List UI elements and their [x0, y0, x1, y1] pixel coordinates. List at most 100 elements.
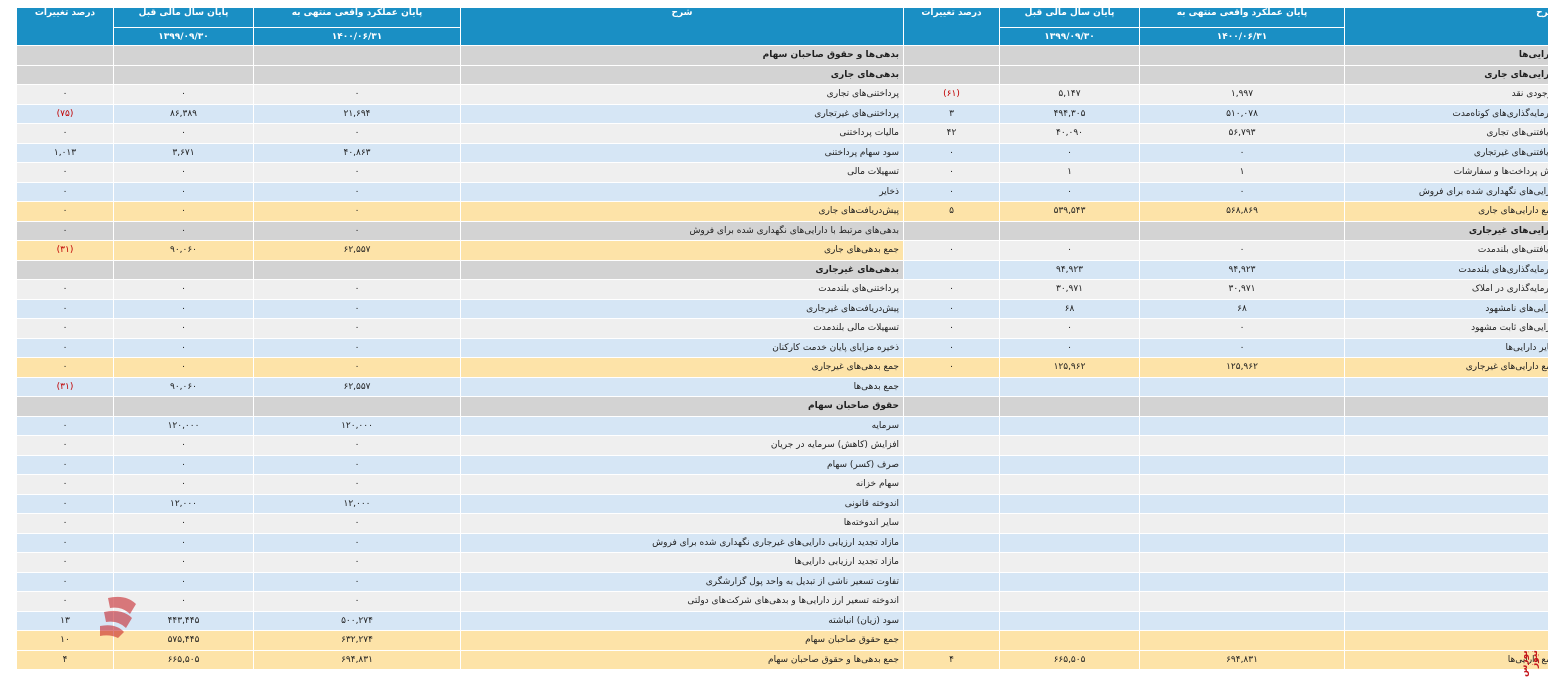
asset-actual-cell	[1139, 552, 1345, 573]
liability-desc-cell: مازاد تجدید ارزیابی دارایی‌ها	[460, 552, 904, 573]
asset-prev-cell	[999, 493, 1140, 514]
liability-actual-cell: ۰	[253, 552, 461, 573]
asset-actual-cell	[1139, 220, 1345, 241]
asset-desc-cell: سرمایه‌گذاری‌های کوتاه‌مدت	[1344, 103, 1548, 124]
asset-actual-cell	[1139, 513, 1345, 534]
asset-change-cell: ۰	[903, 279, 1000, 300]
liability-actual-cell: ۵۰۰,۲۷۴	[253, 610, 461, 631]
asset-change-cell	[903, 532, 1000, 553]
table-row: پیش پرداخت‌ها و سفارشات ۱ ۱ ۰ تسهیلات مالی ۰ ۰…	[16, 162, 1548, 183]
assets-actual-date: ۱۴۰۰/۰۶/۳۱	[1139, 27, 1345, 46]
asset-desc-cell	[1344, 454, 1548, 475]
liability-change-cell: ۴	[16, 649, 114, 670]
asset-prev-cell: ۳۰,۹۷۱	[999, 279, 1140, 300]
asset-prev-cell	[999, 415, 1140, 436]
liabilities-actual-date: ۱۴۰۰/۰۶/۳۱	[253, 27, 461, 46]
asset-change-cell	[903, 552, 1000, 573]
asset-change-cell	[903, 513, 1000, 534]
liability-prev-cell: ۳,۶۷۱	[113, 142, 254, 163]
table-row: افزایش (کاهش) سرمایه در جریان ۰ ۰ ۰	[16, 435, 1548, 456]
asset-desc-cell	[1344, 396, 1548, 417]
liability-prev-cell: ۰	[113, 220, 254, 241]
asset-change-cell	[903, 571, 1000, 592]
liability-desc-cell: جمع بدهی‌های جاری	[460, 240, 904, 261]
liability-desc-cell: مازاد تجدید ارزیابی دارایی‌های غیرجاری ن…	[460, 532, 904, 553]
liabilities-prev-date: ۱۳۹۹/۰۹/۳۰	[113, 27, 254, 46]
table-row: دارایی‌های نگهداری شده برای فروش ۰ ۰ ۰ ذخایر…	[16, 181, 1548, 202]
liability-prev-cell: ۰	[113, 454, 254, 475]
liability-actual-cell	[253, 396, 461, 417]
liability-change-cell: ۰	[16, 532, 114, 553]
assets-prev-header: پایان سال مالی قبل	[999, 7, 1140, 28]
brand-label: بورس نیوز	[1520, 650, 1540, 677]
asset-actual-cell: ۹۴,۹۲۳	[1139, 259, 1345, 280]
table-row: سایر اندوخته‌ها ۰ ۰ ۰	[16, 513, 1548, 534]
liability-prev-cell	[113, 64, 254, 85]
liability-prev-cell	[113, 259, 254, 280]
asset-change-cell: ۰	[903, 298, 1000, 319]
assets-actual-header: پایان عملکرد واقعی منتهی به	[1139, 7, 1345, 28]
liability-desc-cell: بدهی‌ها و حقوق صاحبان سهام	[460, 45, 904, 66]
asset-change-cell: ۰	[903, 142, 1000, 163]
asset-desc-cell	[1344, 630, 1548, 651]
asset-prev-cell: ۰	[999, 181, 1140, 202]
asset-prev-cell	[999, 396, 1140, 417]
assets-change-header: درصد تغییرات	[903, 7, 1000, 46]
asset-desc-cell: سایر دارایی‌ها	[1344, 337, 1548, 358]
liability-desc-cell: پرداختنی‌های تجاری	[460, 84, 904, 105]
liability-change-cell: ۱۰	[16, 630, 114, 651]
table-row: مازاد تجدید ارزیابی دارایی‌های غیرجاری ن…	[16, 532, 1548, 553]
liability-actual-cell: ۱۲,۰۰۰	[253, 493, 461, 514]
liability-change-cell: ۰	[16, 337, 114, 358]
liability-desc-cell: تسهیلات مالی بلندمدت	[460, 318, 904, 339]
asset-desc-cell	[1344, 513, 1548, 534]
asset-desc-cell	[1344, 435, 1548, 456]
liability-prev-cell: ۱۲,۰۰۰	[113, 493, 254, 514]
table-row: سهام خزانه ۰ ۰ ۰	[16, 474, 1548, 495]
table-row: اندوخته قانونی ۱۲,۰۰۰ ۱۲,۰۰۰ ۰	[16, 493, 1548, 514]
liability-desc-cell: جمع بدهی‌های غیرجاری	[460, 357, 904, 378]
liability-actual-cell: ۰	[253, 181, 461, 202]
liability-prev-cell: ۰	[113, 318, 254, 339]
liability-desc-cell: جمع بدهی‌ها و حقوق صاحبان سهام	[460, 649, 904, 670]
asset-desc-cell: جمع دارایی‌های جاری	[1344, 201, 1548, 222]
asset-desc-cell	[1344, 532, 1548, 553]
liability-prev-cell: ۰	[113, 279, 254, 300]
liability-change-cell	[16, 45, 114, 66]
liability-actual-cell: ۰	[253, 454, 461, 475]
asset-desc-cell: موجودی نقد	[1344, 84, 1548, 105]
liability-prev-cell: ۱۲۰,۰۰۰	[113, 415, 254, 436]
liability-desc-cell: تفاوت تسعیر ناشی از تبدیل به واحد پول گز…	[460, 571, 904, 592]
liability-actual-cell: ۱۲۰,۰۰۰	[253, 415, 461, 436]
asset-actual-cell: ۰	[1139, 181, 1345, 202]
table-row: سرمایه‌گذاری‌های کوتاه‌مدت ۵۱۰,۰۷۸ ۴۹۴,۳۰۵…	[16, 103, 1548, 124]
asset-desc-cell	[1344, 610, 1548, 631]
table-row: تفاوت تسعیر ناشی از تبدیل به واحد پول گز…	[16, 571, 1548, 592]
liabilities-prev-header: پایان سال مالی قبل	[113, 7, 254, 28]
liability-change-cell: (۳۱)	[16, 376, 114, 397]
table-row: جمع بدهی‌ها ۶۲,۵۵۷ ۹۰,۰۶۰ (۳۱)	[16, 376, 1548, 397]
liability-change-cell: ۰	[16, 415, 114, 436]
asset-actual-cell	[1139, 610, 1345, 631]
liability-actual-cell: ۰	[253, 337, 461, 358]
liability-desc-cell: سرمایه	[460, 415, 904, 436]
liability-desc-cell: سود سهام پرداختنی	[460, 142, 904, 163]
liability-change-cell: ۰	[16, 84, 114, 105]
liability-actual-cell: ۰	[253, 513, 461, 534]
liability-change-cell: (۷۵)	[16, 103, 114, 124]
asset-change-cell: ۰	[903, 318, 1000, 339]
asset-actual-cell: ۰	[1139, 318, 1345, 339]
asset-desc-cell: دارایی‌های غیرجاری	[1344, 220, 1548, 241]
liability-prev-cell: ۵۷۵,۴۴۵	[113, 630, 254, 651]
asset-prev-cell: ۰	[999, 142, 1140, 163]
asset-change-cell	[903, 259, 1000, 280]
asset-prev-cell: ۰	[999, 240, 1140, 261]
liability-desc-cell: افزایش (کاهش) سرمایه در جریان	[460, 435, 904, 456]
liabilities-desc-header: شرح	[460, 7, 904, 46]
asset-change-cell: ۰	[903, 337, 1000, 358]
asset-actual-cell	[1139, 591, 1345, 612]
liability-change-cell: ۰	[16, 493, 114, 514]
